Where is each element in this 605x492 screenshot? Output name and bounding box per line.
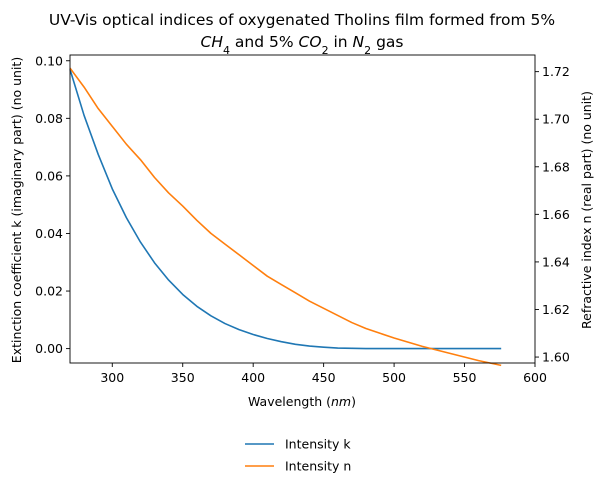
title-line2-part-5: in — [329, 33, 353, 51]
x-tick-label-400: 400 — [241, 370, 265, 385]
y-left-tick-label-3: 0.06 — [35, 168, 63, 183]
y-right-tick-label-6: 1.72 — [542, 64, 570, 79]
chart-title-line1: UV-Vis optical indices of oxygenated Tho… — [49, 11, 555, 29]
legend-label-k: Intensity k — [285, 437, 351, 452]
plot-frame — [69, 54, 536, 364]
x-axis-label-part-1: nm — [331, 394, 351, 409]
chart-title-line2: CH4 and 5% CO2 in N2 gas — [201, 33, 404, 57]
title-line2-part-2: and 5% — [230, 33, 299, 51]
title-line2-part-4: 2 — [322, 44, 329, 57]
y-left-tick-label-2: 0.04 — [35, 226, 63, 241]
y-right-tick-label-1: 1.62 — [542, 302, 570, 317]
y-right-tick-label-5: 1.70 — [542, 112, 570, 127]
y-axis-right-label: Refractive index n (real part) (no unit) — [579, 91, 594, 329]
title-line2-part-0: CH — [201, 33, 224, 51]
title-line2-part-7: 2 — [364, 44, 371, 57]
title-line2-part-3: CO — [299, 33, 322, 51]
x-tick-label-550: 550 — [453, 370, 477, 385]
series-line-k — [69, 69, 502, 350]
x-axis-label-part-0: Wavelength ( — [248, 394, 331, 409]
y-axis-left-label: Extinction coefficient k (imaginary part… — [9, 57, 24, 363]
y-left-tick-label-4: 0.08 — [35, 111, 63, 126]
plot-area: 300 350 400 450 500 550 600 0.00 0.02 0.04 0.06 0.0… — [35, 53, 570, 385]
x-tick-label-600: 600 — [523, 370, 547, 385]
legend-label-n: Intensity n — [285, 459, 351, 474]
x-tick-label-300: 300 — [100, 370, 124, 385]
legend: Intensity k Intensity n — [245, 437, 351, 474]
x-axis-label: Wavelength (nm) — [248, 394, 356, 409]
y-right-tick-label-4: 1.68 — [542, 159, 570, 174]
title-line2-part-6: N — [353, 33, 365, 51]
x-axis-label-part-2: ) — [351, 394, 356, 409]
series-line-n — [69, 67, 502, 367]
x-tick-label-500: 500 — [382, 370, 406, 385]
y-left-tick-label-0: 0.00 — [35, 341, 63, 356]
y-right-tick-label-3: 1.66 — [542, 207, 570, 222]
y-right-tick-label-0: 1.60 — [542, 350, 570, 365]
title-line2-part-1: 4 — [223, 44, 230, 57]
y-right-tick-label-2: 1.64 — [542, 254, 570, 269]
y-left-tick-label-1: 0.02 — [35, 284, 63, 299]
x-tick-label-450: 450 — [312, 370, 336, 385]
y-left-tick-label-5: 0.10 — [35, 53, 63, 68]
x-tick-label-350: 350 — [171, 370, 195, 385]
title-line2-part-8: gas — [371, 33, 403, 51]
